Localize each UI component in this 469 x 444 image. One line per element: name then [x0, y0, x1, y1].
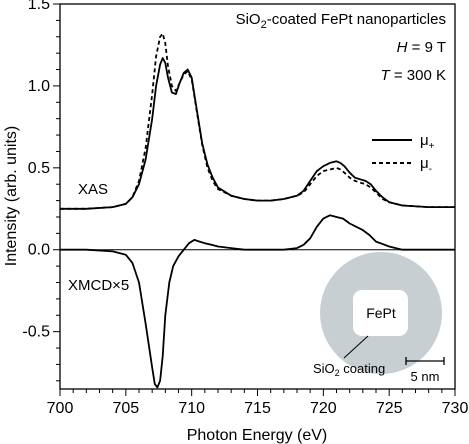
nanoparticle-inset: FePt SiO2 coating 5 nm	[313, 252, 445, 384]
y-axis-title: Intensity (arb. units)	[3, 126, 20, 267]
y-tick-label: 1.0	[28, 78, 50, 95]
x-tick-label: 720	[310, 400, 337, 417]
x-axis-title: Photon Energy (eV)	[187, 427, 328, 444]
axis-tick-labels: 700 705 710 715 720 725 730 -0.5 0.0 0.5 1.0 1.5	[22, 0, 468, 417]
axis-ticks	[53, 3, 456, 396]
x-tick-label: 730	[442, 400, 469, 417]
fept-core-label: FePt	[366, 305, 396, 321]
legend-label-mu-plus: μ+	[420, 132, 435, 152]
x-tick-label: 715	[244, 400, 271, 417]
legend-label-mu-minus: μ-	[420, 155, 432, 175]
y-tick-label: -0.5	[22, 324, 50, 341]
scale-bar-label: 5 nm	[411, 369, 440, 384]
fept-core	[353, 290, 408, 336]
chart-title: SiO2-coated FePt nanoparticles	[236, 11, 446, 31]
y-tick-label: 0.5	[28, 160, 50, 177]
series-line-mu-minus	[60, 32, 455, 210]
y-tick-label: 0.0	[28, 242, 50, 259]
series-line-xmcd	[60, 214, 455, 389]
xmcd-label: XMCD×5	[68, 277, 129, 294]
coating-leader-line	[343, 335, 369, 359]
temperature-condition: T = 300 K	[381, 67, 446, 84]
series-layer	[60, 32, 455, 389]
coating-label: SiO2 coating	[313, 361, 385, 378]
legend: μ+ μ-	[372, 132, 435, 175]
x-tick-label: 705	[112, 400, 139, 417]
x-tick-label: 710	[178, 400, 205, 417]
xas-label: XAS	[78, 181, 108, 198]
x-tick-label: 725	[376, 400, 403, 417]
y-tick-label: 1.5	[28, 0, 50, 13]
field-condition: H = 9 T	[397, 39, 446, 56]
x-tick-label: 700	[47, 400, 74, 417]
